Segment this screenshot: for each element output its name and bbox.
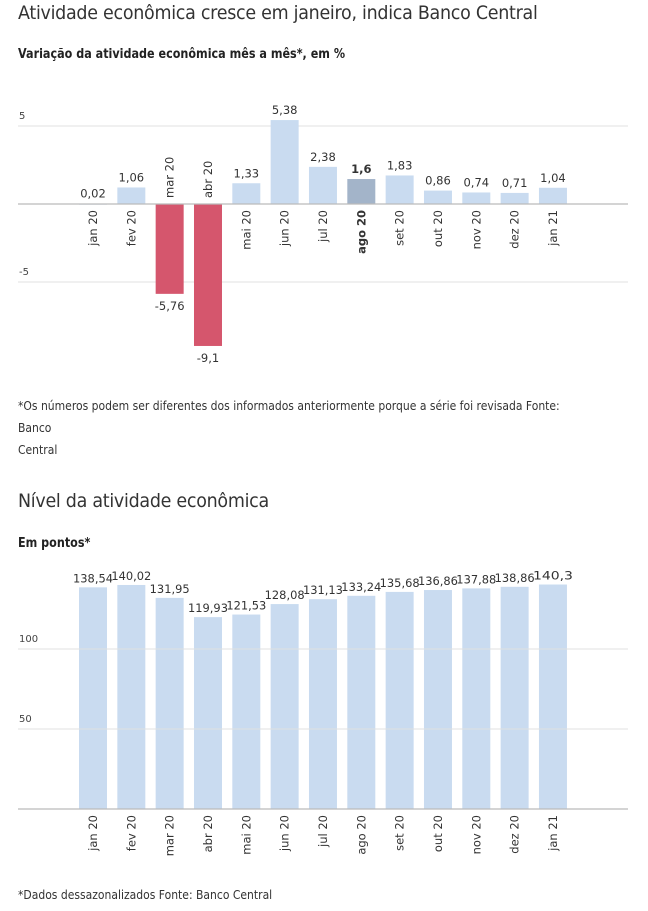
- bar: [423, 590, 452, 809]
- x-tick-label: jul 20: [316, 815, 330, 848]
- x-tick-label: jan 20: [86, 210, 100, 247]
- bar: [308, 166, 337, 204]
- bar: [500, 192, 529, 204]
- chart2-subtitle: Em pontos*: [18, 536, 91, 551]
- bar: [232, 183, 261, 204]
- data-label: 131,95: [150, 582, 190, 596]
- x-tick-label: fev 20: [124, 815, 138, 851]
- bar: [385, 591, 414, 809]
- chart1-footnote-line2: Central: [18, 443, 58, 457]
- data-label: 0,86: [425, 174, 451, 188]
- chart1-footnote: *Os números podem ser diferentes dos inf…: [18, 395, 638, 461]
- data-label: 135,68: [380, 576, 420, 590]
- bar: [155, 597, 184, 809]
- bar: [462, 192, 491, 204]
- data-label: 1,33: [234, 166, 260, 180]
- y-tick-label: 50: [19, 714, 32, 725]
- x-tick-label: mar 20: [163, 815, 177, 856]
- bar: [462, 588, 491, 809]
- x-tick-label: jan 21: [546, 815, 560, 852]
- x-tick-label: mai 20: [239, 210, 253, 250]
- bar: [308, 599, 337, 809]
- data-label: 133,24: [341, 580, 381, 594]
- x-tick-label: abr 20: [201, 161, 215, 198]
- x-tick-label: jan 20: [86, 815, 100, 852]
- data-label: 1,06: [119, 170, 145, 184]
- chart1-monthly-variation: 5 -5 0,02 jan 20 1,06 fev 20 -5,76 mar 20 -9,1 ab…: [18, 103, 628, 365]
- data-label: 136,86: [418, 574, 458, 588]
- chart2-title: Nível da atividade econômica: [18, 490, 269, 512]
- x-tick-label: jan 21: [546, 210, 560, 247]
- data-label: 1,04: [540, 171, 566, 185]
- bar: [193, 617, 222, 809]
- x-tick-label: jul 20: [316, 210, 330, 243]
- x-tick-label: ago 20: [354, 210, 368, 254]
- bar: [117, 584, 146, 809]
- chart1-footnote-line1: *Os números podem ser diferentes dos inf…: [18, 399, 560, 435]
- data-label: 5,38: [272, 103, 298, 117]
- x-tick-label: set 20: [393, 815, 407, 851]
- chart2-footnote: *Dados dessazonalizados Fonte: Banco Cen…: [18, 884, 638, 906]
- bar: [232, 614, 261, 809]
- x-tick-label: jun 20: [278, 210, 292, 247]
- x-tick-label: nov 20: [469, 210, 483, 249]
- x-tick-label: mar 20: [163, 157, 177, 198]
- bar: [193, 204, 222, 346]
- bar: [117, 187, 146, 204]
- bar: [270, 604, 299, 809]
- page-title: Atividade econômica cresce em janeiro, i…: [18, 2, 538, 24]
- bar: [385, 175, 414, 204]
- x-tick-label: dez 20: [508, 815, 522, 854]
- data-label: 2,38: [310, 150, 336, 164]
- data-label: 128,08: [265, 588, 305, 602]
- x-tick-label: out 20: [431, 815, 445, 852]
- data-label: 137,88: [456, 572, 496, 586]
- data-label: -5,76: [155, 299, 185, 313]
- x-tick-label: mai 20: [239, 815, 253, 855]
- x-tick-label: out 20: [431, 210, 445, 247]
- data-label: 131,13: [303, 583, 343, 597]
- bar: [79, 587, 107, 809]
- y-tick-label: -5: [19, 267, 29, 278]
- bar: [538, 187, 567, 204]
- data-label: 1,6: [351, 162, 371, 176]
- x-tick-label: ago 20: [354, 815, 368, 855]
- y-tick-label: 5: [19, 111, 25, 122]
- x-tick-label: set 20: [393, 210, 407, 246]
- x-tick-label: abr 20: [201, 815, 215, 852]
- bar: [347, 179, 376, 204]
- bar: [538, 584, 567, 809]
- data-label: 138,54: [73, 571, 113, 585]
- data-label: -9,1: [197, 351, 219, 365]
- data-label: 0,71: [502, 176, 528, 190]
- x-tick-label: fev 20: [124, 210, 138, 246]
- bar: [270, 120, 299, 204]
- y-tick-label: 100: [19, 634, 38, 645]
- chart1-subtitle: Variação da atividade econômica mês a mê…: [18, 47, 346, 62]
- data-label: 138,86: [495, 571, 535, 585]
- x-tick-label: dez 20: [508, 210, 522, 249]
- bar: [500, 586, 529, 809]
- bar: [423, 190, 452, 204]
- data-label: 0,02: [80, 187, 106, 201]
- chart2-footnote-text: *Dados dessazonalizados Fonte: Banco Cen…: [18, 888, 273, 902]
- data-label: 140,02: [111, 569, 151, 583]
- x-tick-label: nov 20: [469, 815, 483, 854]
- bar: [155, 204, 184, 294]
- data-label: 121,53: [226, 599, 266, 613]
- data-label: 1,83: [387, 158, 413, 172]
- data-label: 140,3: [533, 569, 573, 583]
- data-label: 0,74: [463, 175, 489, 189]
- bar: [347, 595, 376, 809]
- data-label: 119,93: [188, 601, 228, 615]
- x-tick-label: jun 20: [278, 815, 292, 852]
